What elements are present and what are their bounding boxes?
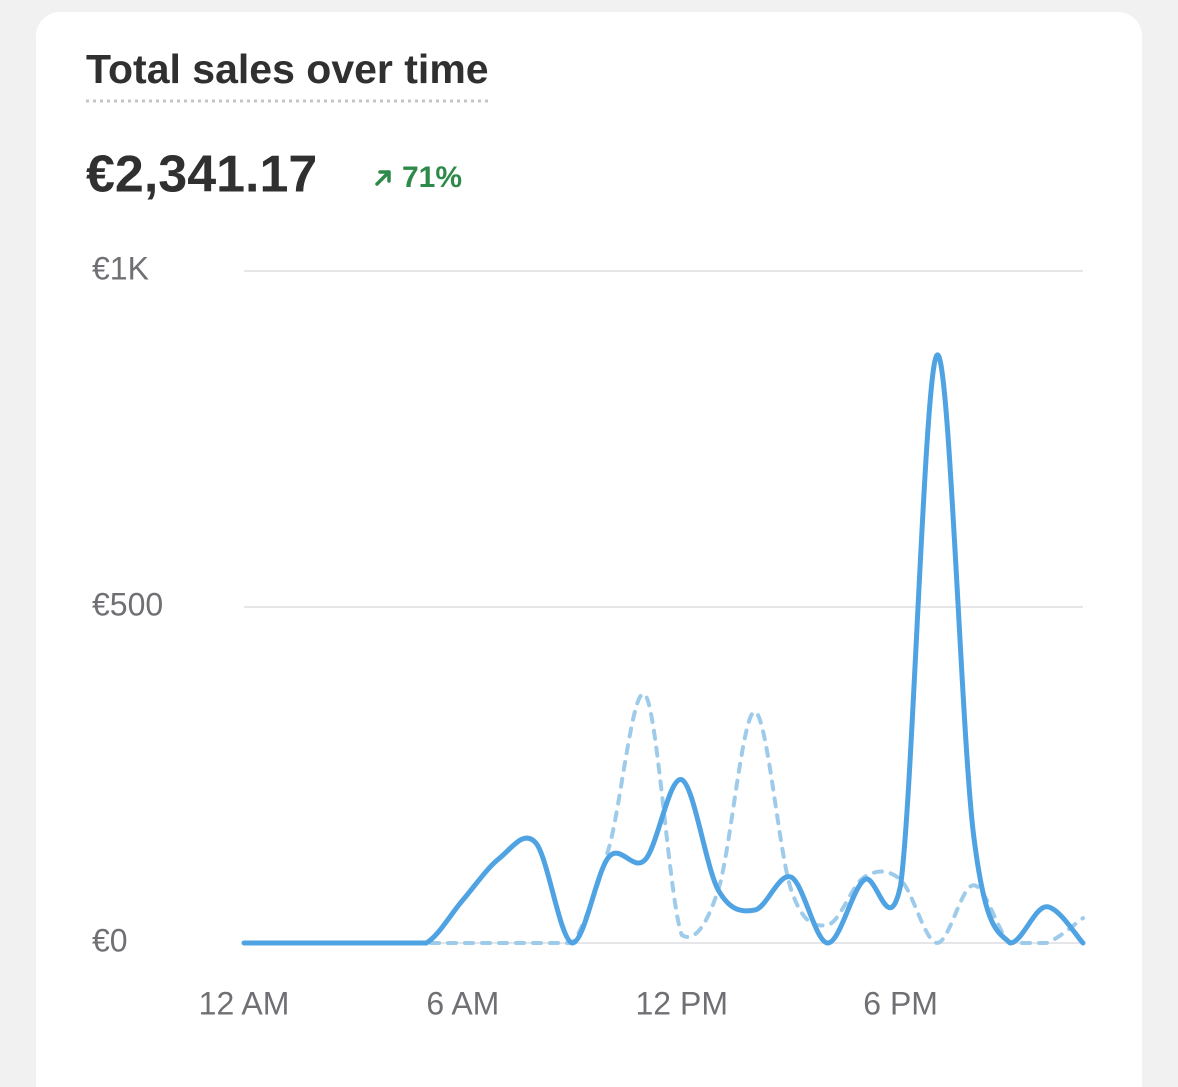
change-percent: 71%: [402, 161, 462, 194]
card-background: [36, 12, 1142, 1087]
y-tick-label: €1K: [92, 250, 149, 286]
y-tick-label: €500: [92, 586, 163, 622]
x-tick-label: 6 PM: [863, 985, 938, 1021]
x-tick-label: 12 PM: [635, 985, 727, 1021]
y-tick-label: €0: [92, 922, 128, 958]
total-value: €2,341.17: [86, 146, 317, 204]
chart-title[interactable]: Total sales over time: [86, 46, 489, 92]
x-tick-label: 12 AM: [199, 985, 290, 1021]
sales-line: [241, 352, 1086, 946]
x-tick-label: 6 AM: [426, 985, 499, 1021]
up-arrow-icon: [375, 170, 391, 186]
